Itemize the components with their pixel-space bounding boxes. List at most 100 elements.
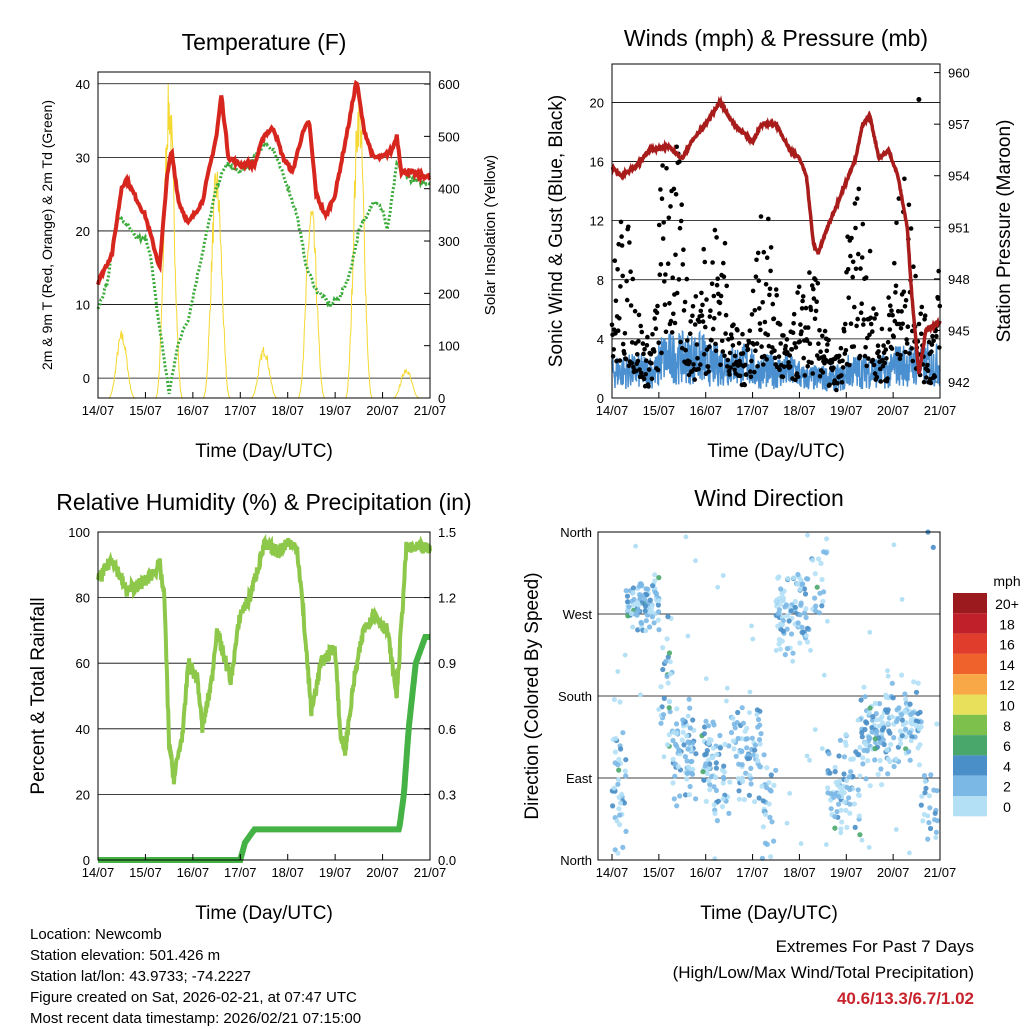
recent-timestamp: Most recent data timestamp: 2026/02/21 0… bbox=[30, 1010, 362, 1027]
wind-direction-point bbox=[777, 601, 783, 607]
x-tick-label: 17/07 bbox=[224, 865, 257, 880]
wind-direction-point bbox=[684, 758, 690, 764]
legend-swatch bbox=[953, 796, 987, 817]
x-tick-label: 14/07 bbox=[596, 865, 629, 880]
legend-swatch bbox=[953, 633, 987, 654]
gust-point bbox=[916, 321, 922, 327]
gust-point bbox=[890, 312, 895, 318]
wind-direction-point bbox=[818, 560, 824, 567]
wind-direction-point bbox=[660, 645, 666, 651]
wind-direction-point bbox=[819, 603, 825, 609]
gust-point bbox=[725, 357, 731, 363]
wind-direction-point bbox=[823, 550, 829, 556]
wind-direction-point bbox=[687, 725, 693, 731]
gust-point bbox=[692, 377, 697, 382]
gust-point bbox=[658, 262, 664, 267]
wind-direction-point bbox=[670, 756, 676, 763]
wind-direction-point bbox=[741, 797, 748, 803]
gust-point bbox=[904, 341, 910, 346]
gust-point bbox=[714, 235, 719, 240]
legend-swatch bbox=[953, 755, 987, 776]
wind-direction-point bbox=[927, 825, 934, 832]
gust-point bbox=[710, 326, 716, 332]
wind-direction-point bbox=[841, 799, 848, 805]
wind-direction-point bbox=[856, 792, 862, 799]
wind-direction-point bbox=[926, 793, 933, 799]
gust-point bbox=[677, 225, 683, 231]
wind-direction-point bbox=[909, 734, 915, 740]
wind-direction-point bbox=[711, 722, 717, 728]
x-tick-label: 20/07 bbox=[366, 865, 399, 880]
wind-direction-point bbox=[839, 819, 845, 825]
x-tick-label: 19/07 bbox=[830, 403, 863, 418]
wind-direction-point bbox=[719, 767, 726, 773]
wind-direction-point bbox=[752, 747, 758, 753]
wind-direction-point bbox=[847, 801, 853, 807]
wind-direction-point bbox=[879, 782, 885, 788]
gust-point bbox=[692, 322, 698, 327]
gust-point bbox=[681, 308, 687, 313]
gust-point bbox=[728, 332, 734, 337]
gust-point bbox=[696, 366, 701, 372]
gust-point bbox=[872, 371, 878, 376]
wind-direction-point bbox=[730, 715, 736, 721]
wind-direction-point bbox=[884, 747, 890, 753]
y2-tick-label: 0.3 bbox=[438, 787, 456, 802]
wind-direction-point bbox=[836, 753, 842, 759]
wind-direction-point bbox=[836, 778, 842, 785]
gust-point bbox=[694, 342, 700, 347]
gust-point bbox=[835, 380, 840, 386]
wind-direction-point bbox=[701, 777, 707, 783]
wind-direction-point bbox=[865, 758, 871, 764]
gust-point bbox=[614, 358, 619, 364]
wind-direction-point bbox=[916, 762, 923, 768]
wind-direction-point bbox=[860, 761, 866, 767]
y-tick-label: North bbox=[560, 853, 592, 868]
wind-direction-point bbox=[706, 777, 712, 784]
gust-point bbox=[929, 349, 934, 355]
wind-direction-point bbox=[927, 805, 933, 811]
wind-direction-point bbox=[670, 780, 676, 786]
gust-point bbox=[717, 300, 723, 306]
wind-direction-point bbox=[733, 753, 739, 759]
wind-direction-point bbox=[760, 798, 766, 804]
gust-point bbox=[686, 372, 692, 378]
wind-direction-point bbox=[647, 624, 653, 630]
gust-point bbox=[767, 286, 773, 292]
wind-direction-point bbox=[872, 746, 878, 752]
legend-label: 6 bbox=[1003, 738, 1011, 754]
legend-swatch bbox=[953, 653, 987, 675]
gust-point bbox=[822, 328, 828, 334]
gust-point bbox=[611, 347, 616, 352]
gust-point bbox=[854, 196, 860, 201]
gust-point bbox=[781, 364, 787, 370]
wind-direction-point bbox=[684, 776, 690, 782]
gust-point bbox=[877, 366, 883, 372]
wind-direction-point bbox=[778, 621, 784, 627]
x-tick-label: 18/07 bbox=[271, 865, 304, 880]
gust-point bbox=[773, 287, 779, 292]
gust-point bbox=[930, 333, 935, 339]
gust-point bbox=[636, 339, 641, 344]
lat-lon: Station lat/lon: 43.9733; -74.2227 bbox=[30, 968, 252, 985]
wind-direction-point bbox=[707, 787, 713, 793]
wind-direction-point bbox=[823, 842, 829, 847]
y2-tick-label: 0.0 bbox=[438, 853, 456, 868]
wind-direction-point bbox=[683, 792, 689, 798]
wind-direction-point bbox=[885, 673, 891, 679]
wind-direction-point bbox=[911, 679, 917, 685]
wind-direction-point bbox=[722, 741, 728, 748]
gust-point bbox=[654, 310, 660, 316]
wind-direction-point bbox=[724, 685, 730, 691]
wind-direction-point bbox=[630, 590, 636, 596]
gust-point bbox=[759, 344, 764, 349]
legend-label: 18 bbox=[999, 616, 1015, 632]
gust-point bbox=[764, 255, 770, 260]
gust-point bbox=[858, 310, 864, 316]
gust-point bbox=[719, 338, 725, 344]
wind-direction-point bbox=[934, 788, 940, 794]
wind-direction-point bbox=[898, 741, 904, 747]
wind-direction-point bbox=[857, 773, 863, 779]
wind-direction-point bbox=[739, 778, 746, 785]
wind-direction-point bbox=[675, 764, 681, 770]
